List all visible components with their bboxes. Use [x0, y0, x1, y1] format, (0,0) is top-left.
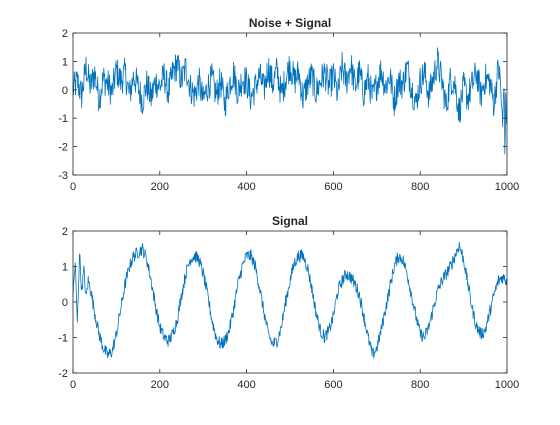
- y-tick-label: -1: [58, 113, 68, 125]
- x-tick-label: 600: [324, 379, 342, 391]
- x-tick-label: 200: [151, 181, 169, 193]
- y-tick-label: -2: [58, 142, 68, 154]
- x-tick-label: 200: [151, 379, 169, 391]
- plot-title: Noise + Signal: [249, 16, 331, 30]
- x-tick-label: 400: [237, 181, 255, 193]
- x-tick-label: 1000: [495, 181, 519, 193]
- series-line-0-0: [72, 47, 508, 155]
- x-tick-label: 1000: [495, 379, 519, 391]
- bottom-panel-signal: 0 200 400 600 800 1000 -2 -1 0 1 2 Signal: [58, 214, 519, 391]
- y-tick-label: -3: [58, 170, 68, 182]
- axis-box: [72, 32, 508, 176]
- y-tick-label: -1: [58, 333, 68, 345]
- x-tick-label: 800: [411, 181, 429, 193]
- x-tick-label: 400: [237, 379, 255, 391]
- y-tick-label: 0: [62, 297, 68, 309]
- plot-area: [73, 231, 507, 373]
- y-tick-label: 0: [62, 85, 68, 97]
- series-line-1-0: [72, 241, 508, 359]
- plot-area: [73, 33, 507, 175]
- x-tick-label: 600: [324, 181, 342, 193]
- y-tick-label: 1: [62, 56, 68, 68]
- x-tick-label: 800: [411, 379, 429, 391]
- x-tick-label: 0: [70, 181, 76, 193]
- y-tick-label: 2: [62, 226, 68, 238]
- y-tick-label: 2: [62, 28, 68, 40]
- y-tick-label: 1: [62, 262, 68, 274]
- plot-title: Signal: [272, 214, 308, 228]
- top-panel-noise-plus-signal: 0 200 400 600 800 1000 -3 -2 -1 0 1 2 Noise + Signal: [58, 16, 519, 193]
- y-tick-label: -2: [58, 368, 68, 380]
- x-tick-label: 0: [70, 379, 76, 391]
